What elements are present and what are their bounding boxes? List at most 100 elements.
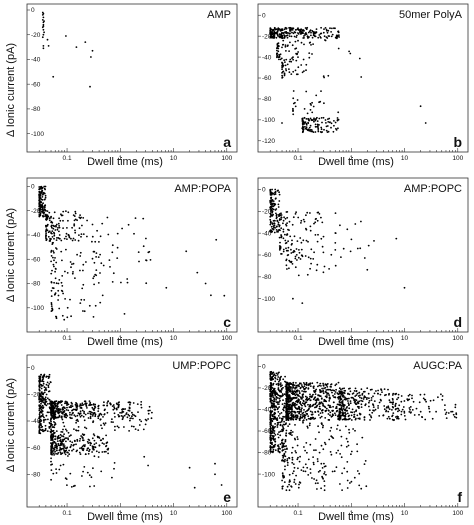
data-point: [320, 391, 323, 393]
data-point: [387, 405, 390, 408]
data-point: [44, 204, 46, 207]
data-point: [385, 406, 388, 408]
data-point: [55, 446, 58, 449]
data-point: [50, 478, 52, 481]
data-point: [423, 393, 426, 396]
data-point: [114, 425, 116, 428]
x-tick-label: 0.1: [294, 335, 303, 342]
data-point: [120, 415, 123, 417]
data-point: [324, 443, 327, 446]
data-point: [323, 485, 326, 487]
data-point: [413, 414, 416, 416]
data-point: [339, 403, 341, 406]
data-point: [346, 228, 349, 231]
data-point: [320, 237, 323, 240]
data-point: [52, 406, 54, 409]
data-point: [329, 27, 331, 30]
data-point: [370, 397, 373, 399]
data-point: [368, 400, 371, 402]
data-point: [349, 482, 351, 484]
data-point: [305, 214, 307, 217]
data-point: [297, 256, 300, 259]
data-point: [334, 121, 337, 124]
data-point: [354, 387, 357, 390]
data-point: [142, 428, 145, 431]
data-point: [314, 438, 317, 440]
data-point: [273, 390, 276, 392]
data-point: [356, 247, 359, 250]
data-point: [42, 33, 45, 36]
data-point: [272, 32, 275, 35]
data-point: [343, 398, 346, 401]
data-point: [302, 128, 304, 131]
data-point: [89, 410, 92, 413]
data-point: [78, 234, 80, 237]
data-point: [286, 398, 288, 400]
data-point: [48, 230, 51, 233]
data-point: [321, 426, 324, 429]
data-point: [38, 419, 41, 422]
y-tick-label: -100: [262, 117, 275, 124]
data-point: [333, 124, 335, 127]
data-point: [284, 451, 287, 453]
data-point: [94, 304, 97, 307]
data-point: [127, 223, 130, 226]
data-point: [103, 443, 105, 445]
data-point: [357, 417, 360, 420]
data-point: [314, 123, 317, 126]
data-point: [318, 34, 321, 36]
data-point: [419, 393, 422, 396]
data-point: [294, 40, 297, 43]
data-point: [51, 463, 53, 466]
data-point: [284, 455, 287, 458]
data-point: [333, 393, 336, 395]
data-point: [134, 415, 137, 418]
data-point: [335, 405, 338, 408]
data-point: [66, 316, 69, 319]
data-point: [305, 401, 308, 404]
data-point: [45, 375, 48, 378]
data-point: [302, 37, 305, 39]
data-point: [356, 414, 359, 417]
data-point: [335, 466, 338, 469]
x-tick-label: 10: [401, 335, 409, 342]
data-point: [305, 118, 308, 120]
data-point: [89, 85, 91, 88]
data-point: [409, 412, 412, 414]
x-tick-label: 100: [221, 335, 232, 342]
data-point: [353, 413, 356, 416]
data-point: [282, 248, 285, 251]
data-point: [348, 418, 350, 421]
data-point: [51, 424, 54, 426]
data-point: [316, 381, 319, 384]
data-point: [210, 294, 212, 297]
data-point: [301, 71, 304, 74]
data-point: [134, 428, 137, 430]
data-point: [52, 450, 55, 452]
data-point: [408, 411, 411, 413]
data-point: [313, 478, 315, 480]
data-point: [61, 400, 64, 403]
data-point: [269, 431, 272, 433]
data-point: [97, 282, 100, 284]
y-tick-label: -120: [262, 138, 275, 145]
data-point: [46, 223, 49, 226]
data-point: [397, 396, 400, 399]
data-point: [58, 217, 60, 220]
data-point: [288, 432, 290, 435]
data-point: [366, 397, 368, 399]
data-point: [429, 399, 432, 402]
data-point: [274, 423, 276, 425]
data-point: [58, 226, 61, 229]
data-point: [270, 386, 273, 388]
data-point: [373, 392, 376, 395]
data-point: [368, 397, 370, 400]
y-tick-label: -60: [262, 428, 272, 435]
data-point: [50, 414, 52, 416]
data-point: [271, 223, 274, 226]
data-point: [329, 451, 332, 453]
data-point: [281, 29, 284, 31]
data-point: [293, 478, 296, 481]
data-point: [114, 429, 116, 431]
